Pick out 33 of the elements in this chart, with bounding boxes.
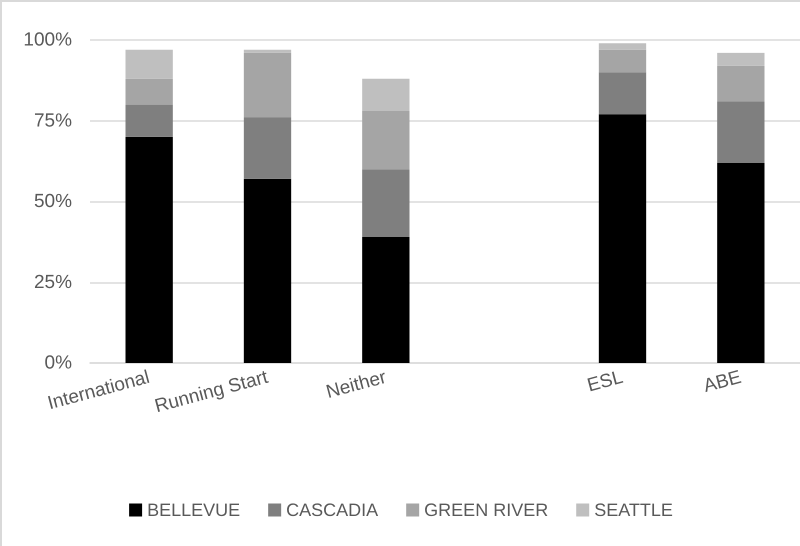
x-tick-label: ESL [585, 366, 626, 396]
bar [717, 162, 764, 363]
bar [362, 237, 410, 363]
bar [362, 78, 410, 112]
bar [362, 169, 410, 238]
bar [126, 50, 173, 79]
bar [126, 136, 173, 363]
bar [598, 72, 646, 114]
x-tick-label: ABE [701, 366, 744, 397]
bar [598, 114, 646, 363]
bar [598, 43, 646, 50]
bar [244, 50, 292, 53]
bar [362, 111, 410, 170]
y-tick-label: 50% [34, 191, 72, 212]
bar [244, 118, 292, 179]
bar [717, 66, 764, 102]
bar [598, 50, 646, 72]
bar [126, 78, 173, 105]
bar [244, 178, 292, 363]
x-tick-label: Neither [324, 366, 390, 404]
y-tick-label: 100% [23, 30, 72, 50]
bar [717, 101, 764, 163]
legend-label: BELLEVUE [147, 500, 240, 520]
bar [244, 52, 292, 118]
y-tick-label: 0% [44, 352, 72, 374]
bar [717, 52, 764, 66]
legend-label: SEATTLE [594, 500, 673, 520]
y-tick-label: 25% [34, 272, 72, 293]
x-tick-label: Running Start [152, 366, 271, 418]
legend-label: GREEN RIVER [424, 500, 548, 520]
bar [126, 104, 173, 137]
legend-label: CASCADIA [286, 500, 378, 520]
y-tick-label: 75% [34, 110, 72, 132]
